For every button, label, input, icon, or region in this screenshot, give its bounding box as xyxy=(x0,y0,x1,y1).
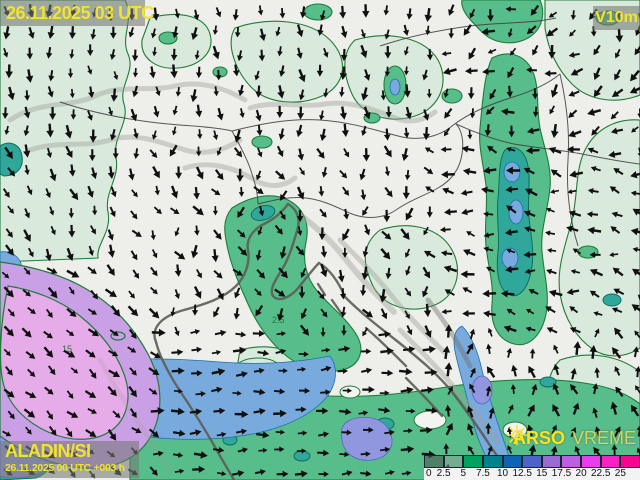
model-name: ALADIN/SI xyxy=(5,441,91,461)
legend-cell xyxy=(443,455,464,468)
legend-cell xyxy=(620,455,640,468)
contour-label: 15 xyxy=(62,344,72,354)
product-name: VREME xyxy=(571,427,636,448)
legend-tick-label: 7.5 xyxy=(475,468,490,479)
legend-cell xyxy=(424,455,444,468)
contour-label: 2.5 xyxy=(272,315,285,325)
contour-label-layer: 152.5 xyxy=(62,315,285,354)
legend-tick-label: 20 xyxy=(575,468,587,479)
legend-cell xyxy=(482,455,503,468)
legend-cell xyxy=(561,455,582,468)
legend-tick-label: 22.5 xyxy=(590,468,611,479)
legend-tick-label: 15 xyxy=(536,468,548,479)
legend-tick-label: 0 xyxy=(426,468,432,479)
model-run-label: 26.11.2025 00 UTC +003 h xyxy=(5,462,125,474)
wind-speed-legend: 0 2.5 5 7.5 10 12.5 15 17.5 20 22.5 25 xyxy=(424,455,640,480)
arso-vreme-logo: ARSO VREME xyxy=(506,424,636,452)
legend-tick-label: 12.5 xyxy=(512,468,532,479)
valid-time-overlay: 26.11.2025 03 UTC xyxy=(0,0,154,26)
legend-cells xyxy=(424,455,640,468)
model-info-overlay: ALADIN/SI 26.11.2025 00 UTC +003 h xyxy=(0,441,139,478)
agency-name: ARSO xyxy=(512,427,565,448)
field-label-text: V10m xyxy=(595,9,638,26)
legend-tick-strip: 0 2.5 5 7.5 10 12.5 15 17.5 20 22.5 25 xyxy=(424,468,640,480)
field-label-overlay: V10m xyxy=(593,6,640,30)
legend-cell xyxy=(522,455,542,468)
legend-cell xyxy=(581,455,601,468)
legend-cell xyxy=(600,455,621,468)
coastline xyxy=(153,202,514,480)
legend-cell xyxy=(463,455,483,468)
terrain-ridges xyxy=(7,81,501,473)
legend-cell xyxy=(541,455,562,468)
legend-tick-label: 10 xyxy=(496,468,509,479)
legend-tick-label: 17.5 xyxy=(551,468,572,479)
legend-tick-label: 5 xyxy=(460,468,467,479)
valid-time-text: 26.11.2025 03 UTC xyxy=(6,3,154,23)
legend-cell xyxy=(502,455,523,468)
legend-tick-label: 25 xyxy=(614,468,626,479)
legend-tick-label: 2.5 xyxy=(436,468,451,479)
